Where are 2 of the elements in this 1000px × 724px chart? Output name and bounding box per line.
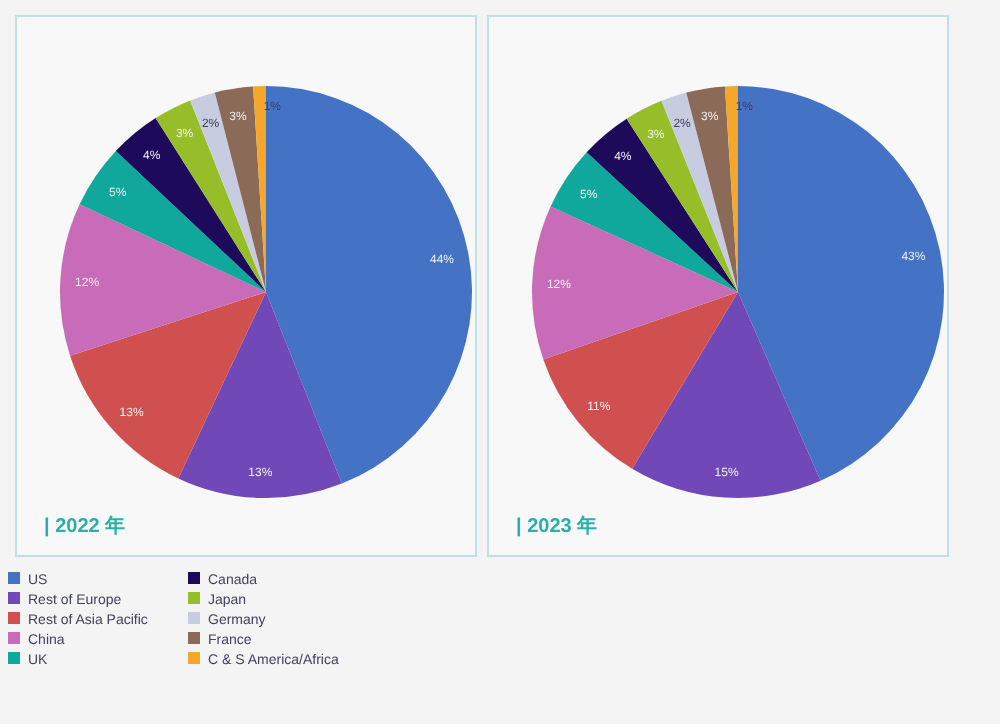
text: | 2022 年 <box>44 514 126 538</box>
text: | 2023 年 <box>516 514 598 538</box>
